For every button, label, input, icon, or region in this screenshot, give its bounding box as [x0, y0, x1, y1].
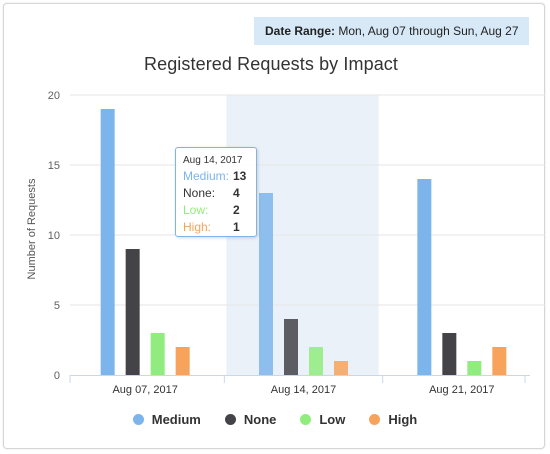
bar-medium [417, 179, 432, 375]
y-tick-label: 10 [48, 230, 60, 242]
legend-marker-medium [132, 413, 144, 425]
tooltip-series-value: 13 [233, 169, 247, 183]
bar-none [284, 319, 298, 375]
bar-low [467, 361, 482, 375]
legend-label-none: None [243, 411, 277, 427]
legend-item-none[interactable]: None [224, 411, 277, 427]
y-tick-label: 15 [48, 160, 60, 172]
bar-low [150, 333, 165, 375]
bar-medium [259, 193, 273, 375]
tooltip-row-low: Low: 2 [183, 202, 249, 219]
legend-label-low: Low [319, 411, 346, 427]
bar-none [125, 249, 140, 375]
bar-none [442, 333, 457, 375]
tooltip-series-value: 2 [233, 203, 240, 217]
date-range-value: Mon, Aug 07 through Sun, Aug 27 [338, 24, 519, 38]
tooltip-series-name: Medium: [183, 169, 230, 183]
bar-high [334, 361, 348, 375]
bar-high [175, 347, 190, 375]
tooltip-series-value: 4 [233, 186, 240, 200]
tooltip-row-none: None: 4 [183, 185, 249, 202]
legend-label-high: High [388, 411, 418, 427]
legend-marker-none [224, 413, 236, 425]
legend-item-medium[interactable]: Medium [132, 411, 201, 427]
legend-marker-high [369, 413, 381, 425]
x-tick-label: Aug 07, 2017 [112, 384, 177, 396]
bar-medium [100, 109, 115, 375]
tooltip-series-name: None: [183, 186, 216, 200]
tooltip-header: Aug 14, 2017 [183, 155, 243, 166]
date-range-label: Date Range: [265, 24, 336, 38]
x-tick-label: Aug 14, 2017 [271, 384, 336, 396]
legend-marker-low [300, 413, 312, 425]
tooltip-row-medium: Medium: 13 [183, 168, 249, 185]
y-tick-label: 5 [54, 300, 60, 312]
date-range-banner: Date Range: Mon, Aug 07 through Sun, Aug… [254, 17, 529, 45]
bar-low [309, 347, 323, 375]
tooltip-series-name: High: [183, 220, 212, 234]
legend-item-high[interactable]: High [369, 412, 417, 427]
bar-high [492, 347, 507, 375]
chart-tooltip: Aug 14, 2017 Medium: 13 None: 4 Low: 2 H… [175, 147, 257, 237]
y-tick-label: 20 [48, 90, 60, 102]
x-tick-label: Aug 21, 2017 [429, 384, 494, 396]
legend-label-medium: Medium [151, 411, 201, 427]
y-tick-label: 0 [54, 370, 60, 382]
chart-legend: Medium None Low High [0, 409, 550, 429]
tooltip-series-name: Low: [183, 203, 209, 217]
legend-item-low[interactable]: Low [300, 412, 345, 427]
tooltip-row-high: High: 1 [183, 219, 249, 236]
tooltip-series-value: 1 [233, 220, 240, 234]
chart-title: Registered Requests by Impact [143, 54, 399, 74]
y-axis-label: Number of Requests [26, 178, 38, 279]
